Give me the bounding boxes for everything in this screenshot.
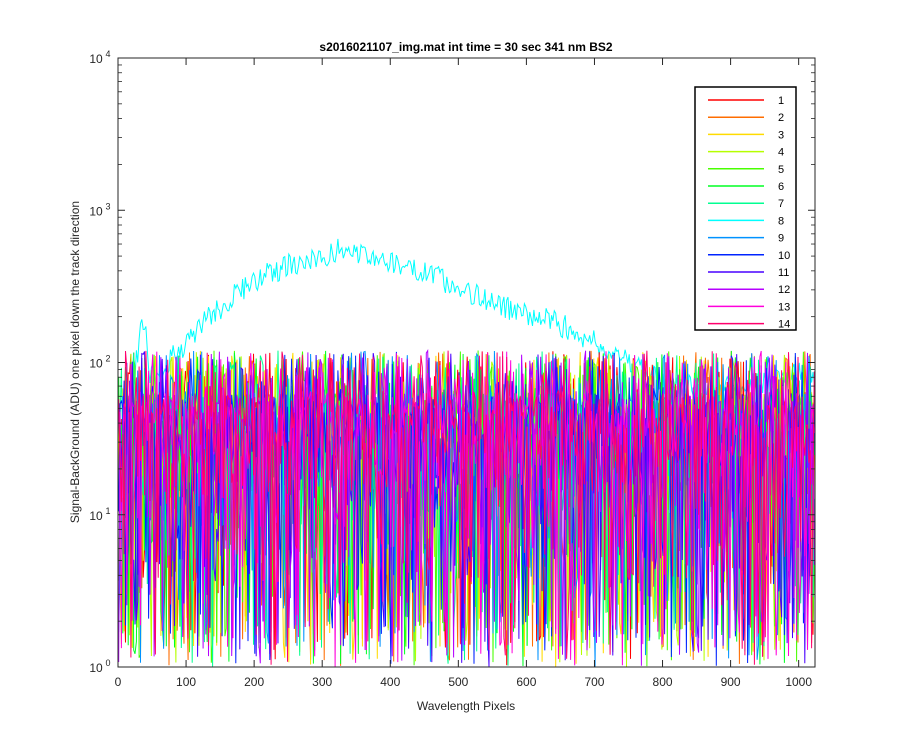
legend-label-11: 11	[778, 267, 789, 279]
legend-label-8: 8	[778, 215, 784, 227]
legend-label-12: 12	[778, 284, 790, 296]
x-tick-label: 600	[516, 675, 536, 689]
x-tick-label: 700	[584, 675, 604, 689]
y-tick-exponent: 1	[105, 506, 110, 516]
legend-label-14: 14	[778, 319, 790, 331]
x-axis-label: Wavelength Pixels	[417, 699, 515, 713]
y-tick-label: 10	[89, 357, 103, 371]
chart-title: s2016021107_img.mat int time = 30 sec 34…	[319, 40, 613, 54]
legend-label-9: 9	[778, 233, 784, 245]
legend-label-4: 4	[778, 147, 784, 159]
y-tick-exponent: 4	[105, 49, 110, 59]
y-tick-exponent: 2	[105, 354, 110, 364]
y-axis-label: Signal-BackGround (ADU) one pixel down t…	[68, 201, 82, 523]
x-tick-label: 100	[176, 675, 196, 689]
series-line-14	[118, 350, 815, 665]
y-tick-label: 10	[89, 52, 103, 66]
y-tick-exponent: 0	[105, 658, 110, 668]
x-tick-label: 800	[653, 675, 673, 689]
x-ticks: 0 100 200 300 400 500 600 700 800 900 1000	[115, 58, 812, 689]
legend-label-6: 6	[778, 181, 784, 193]
y-tick-label: 10	[89, 509, 103, 523]
x-tick-label: 1000	[785, 675, 812, 689]
legend-label-13: 13	[778, 301, 790, 313]
y-tick-exponent: 3	[105, 201, 110, 211]
legend-label-3: 3	[778, 129, 784, 141]
legend-label-2: 2	[778, 112, 784, 124]
y-tick-label: 10	[89, 661, 103, 675]
x-tick-label: 900	[721, 675, 741, 689]
legend-label-7: 7	[778, 198, 784, 210]
legend-label-5: 5	[778, 164, 784, 176]
y-tick-label: 10	[89, 204, 103, 218]
series-line-8	[118, 238, 815, 449]
x-tick-label: 500	[448, 675, 468, 689]
x-tick-label: 200	[244, 675, 264, 689]
series-layer	[118, 238, 815, 668]
x-tick-label: 400	[380, 675, 400, 689]
x-tick-label: 300	[312, 675, 332, 689]
legend-label-1: 1	[778, 95, 784, 107]
legend-label-10: 10	[778, 250, 790, 262]
x-tick-label: 0	[115, 675, 122, 689]
